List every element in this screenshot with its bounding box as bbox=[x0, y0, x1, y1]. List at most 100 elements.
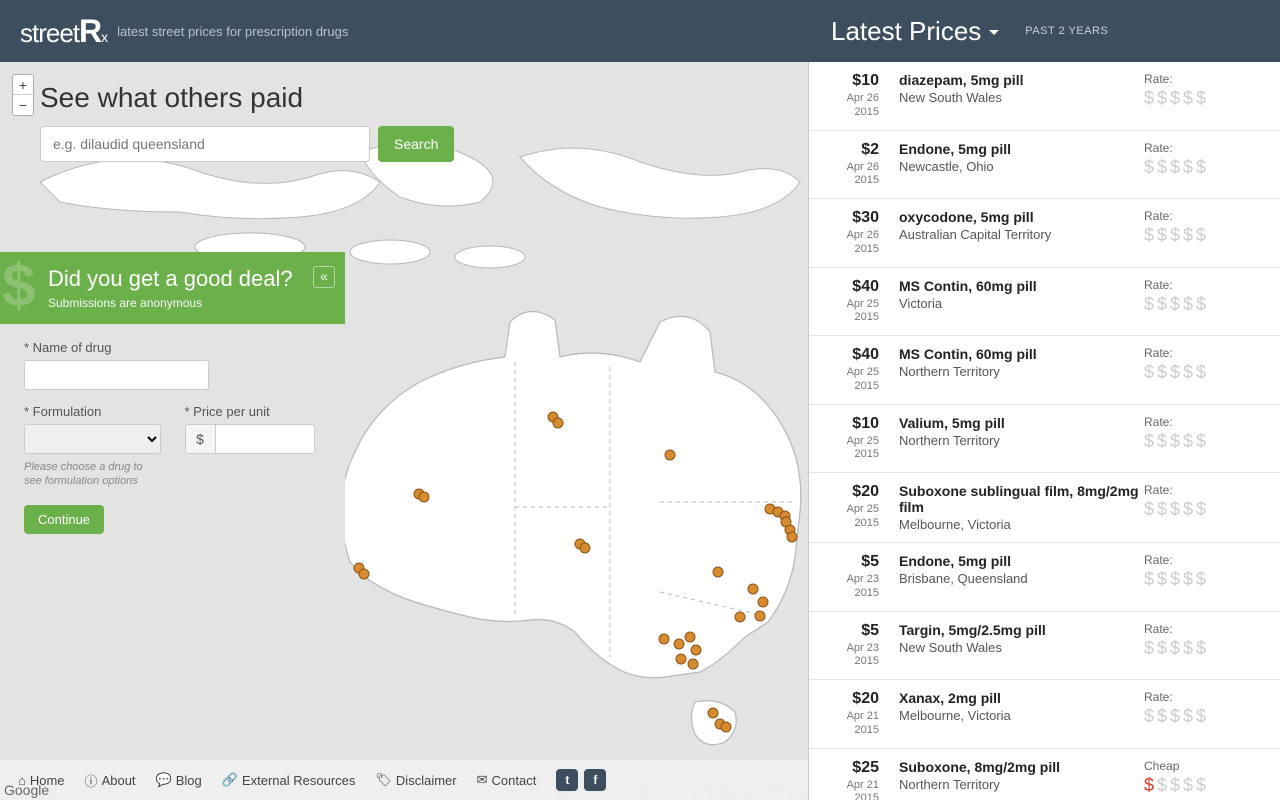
map-marker[interactable] bbox=[659, 634, 669, 644]
map-marker[interactable] bbox=[688, 659, 698, 669]
map-marker[interactable] bbox=[553, 418, 563, 428]
rate-label: Rate: bbox=[1144, 483, 1264, 497]
twitter-icon[interactable]: t bbox=[556, 769, 578, 791]
rate-dollars[interactable]: $$$$$ bbox=[1144, 706, 1264, 727]
logo[interactable]: streetRx bbox=[20, 13, 107, 50]
drug-name: Targin, 5mg/2.5mg pill bbox=[899, 622, 1144, 638]
nav-external[interactable]: 🔗External Resources bbox=[214, 772, 364, 788]
price-row[interactable]: $10Apr 262015diazepam, 5mg pillNew South… bbox=[809, 62, 1280, 131]
price-row[interactable]: $5Apr 232015Targin, 5mg/2.5mg pillNew So… bbox=[809, 612, 1280, 681]
price-row[interactable]: $20Apr 212015Xanax, 2mg pillMelbourne, V… bbox=[809, 680, 1280, 749]
label-drug: * Name of drug bbox=[24, 340, 321, 355]
price-row[interactable]: $2Apr 262015Endone, 5mg pillNewcastle, O… bbox=[809, 131, 1280, 200]
price-amount: $20 bbox=[809, 483, 879, 501]
formulation-select[interactable] bbox=[24, 424, 161, 454]
map-marker[interactable] bbox=[721, 722, 731, 732]
rate-label: Cheap bbox=[1144, 759, 1264, 773]
zoom-out-button[interactable]: − bbox=[13, 95, 33, 115]
map-marker[interactable] bbox=[580, 543, 590, 553]
price-date: Apr 232015 bbox=[809, 573, 879, 601]
map-marker[interactable] bbox=[787, 532, 797, 542]
location: New South Wales bbox=[899, 640, 1144, 655]
price-amount: $40 bbox=[809, 346, 879, 364]
collapse-button[interactable]: « bbox=[313, 266, 335, 288]
rate-dollars[interactable]: $$$$$ bbox=[1144, 431, 1264, 452]
location: Australian Capital Territory bbox=[899, 227, 1144, 242]
rate-dollars[interactable]: $$$$$ bbox=[1144, 362, 1264, 383]
map-marker[interactable] bbox=[674, 639, 684, 649]
side-title[interactable]: Latest Prices bbox=[831, 16, 999, 47]
map-marker[interactable] bbox=[676, 654, 686, 664]
rate-dollars[interactable]: $$$$$ bbox=[1144, 225, 1264, 246]
rate-label: Rate: bbox=[1144, 346, 1264, 360]
map-marker[interactable] bbox=[758, 597, 768, 607]
map-marker[interactable] bbox=[748, 584, 758, 594]
map-marker[interactable] bbox=[691, 645, 701, 655]
map-marker[interactable] bbox=[735, 612, 745, 622]
nav-about[interactable]: ⓘAbout bbox=[77, 771, 144, 790]
rate-dollars[interactable]: $$$$$ bbox=[1144, 775, 1264, 796]
price-row[interactable]: $20Apr 252015Suboxone sublingual film, 8… bbox=[809, 473, 1280, 543]
drug-name: MS Contin, 60mg pill bbox=[899, 278, 1144, 294]
price-row[interactable]: $40Apr 252015MS Contin, 60mg pillNorther… bbox=[809, 336, 1280, 405]
nav-blog[interactable]: 💬Blog bbox=[148, 772, 210, 788]
price-amount: $20 bbox=[809, 690, 879, 708]
nav-contact[interactable]: ✉Contact bbox=[469, 772, 545, 788]
map-marker[interactable] bbox=[713, 567, 723, 577]
price-date: Apr 262015 bbox=[809, 161, 879, 189]
price-date: Apr 252015 bbox=[809, 503, 879, 531]
side-pane: Latest Prices PAST 2 YEARS $10Apr 262015… bbox=[808, 62, 1280, 800]
drug-name: diazepam, 5mg pill bbox=[899, 72, 1144, 88]
map-marker[interactable] bbox=[708, 708, 718, 718]
price-date: Apr 212015 bbox=[809, 779, 879, 800]
map-marker[interactable] bbox=[755, 611, 765, 621]
price-row[interactable]: $10Apr 252015Valium, 5mg pillNorthern Te… bbox=[809, 405, 1280, 474]
rate-dollars[interactable]: $$$$$ bbox=[1144, 638, 1264, 659]
deal-heading: Did you get a good deal? bbox=[48, 266, 327, 292]
facebook-icon[interactable]: f bbox=[584, 769, 606, 791]
price-date: Apr 252015 bbox=[809, 366, 879, 394]
search-heading: See what others paid bbox=[40, 82, 454, 114]
rate-dollars[interactable]: $$$$$ bbox=[1144, 88, 1264, 109]
chat-icon: 💬 bbox=[156, 772, 172, 788]
rate-label: Rate: bbox=[1144, 622, 1264, 636]
price-amount: $10 bbox=[809, 72, 879, 90]
map-marker[interactable] bbox=[665, 450, 675, 460]
rate-dollars[interactable]: $$$$$ bbox=[1144, 569, 1264, 590]
map-marker[interactable] bbox=[419, 492, 429, 502]
price-date: Apr 262015 bbox=[809, 229, 879, 257]
drug-name: Endone, 5mg pill bbox=[899, 553, 1144, 569]
price-amount: $40 bbox=[809, 278, 879, 296]
deal-form: * Name of drug * Formulation Please choo… bbox=[0, 324, 345, 554]
zoom-in-button[interactable]: + bbox=[13, 75, 33, 95]
drug-name: Xanax, 2mg pill bbox=[899, 690, 1144, 706]
drug-name: Valium, 5mg pill bbox=[899, 415, 1144, 431]
map-pane[interactable]: + − See what others paid Search $ Did yo… bbox=[0, 62, 808, 800]
rate-dollars[interactable]: $$$$$ bbox=[1144, 294, 1264, 315]
zoom-control: + − bbox=[12, 74, 34, 116]
link-icon: 🔗 bbox=[222, 772, 238, 788]
price-input[interactable] bbox=[215, 424, 315, 454]
drug-input[interactable] bbox=[24, 360, 209, 390]
dollar-bg-icon: $ bbox=[2, 256, 35, 316]
deal-header: $ Did you get a good deal? Submissions a… bbox=[0, 252, 345, 324]
price-list[interactable]: $10 Apr 262015 diazepam, 5mg pill New South… bbox=[809, 62, 1280, 800]
map-marker[interactable] bbox=[359, 569, 369, 579]
rate-dollars[interactable]: $$$$$ bbox=[1144, 499, 1264, 520]
deal-sub: Submissions are anonymous bbox=[48, 296, 327, 310]
search-button[interactable]: Search bbox=[378, 126, 454, 162]
nav-disclaimer[interactable]: 🏷Disclaimer bbox=[367, 772, 464, 788]
search-input[interactable] bbox=[40, 126, 370, 162]
location: Victoria bbox=[899, 296, 1144, 311]
price-row[interactable]: $5Apr 232015Endone, 5mg pillBrisbane, Qu… bbox=[809, 543, 1280, 612]
continue-button[interactable]: Continue bbox=[24, 505, 104, 534]
rate-label: Rate: bbox=[1144, 141, 1264, 155]
price-row[interactable]: $40Apr 252015MS Contin, 60mg pillVictori… bbox=[809, 268, 1280, 337]
label-price: * Price per unit bbox=[185, 404, 322, 419]
side-period[interactable]: PAST 2 YEARS bbox=[1025, 25, 1108, 37]
price-row[interactable]: $25Apr 212015Suboxone, 8mg/2mg pillNorth… bbox=[809, 749, 1280, 800]
price-row[interactable]: $30Apr 262015oxycodone, 5mg pillAustrali… bbox=[809, 199, 1280, 268]
map-marker[interactable] bbox=[685, 632, 695, 642]
rate-dollars[interactable]: $$$$$ bbox=[1144, 157, 1264, 178]
price-date: Apr 212015 bbox=[809, 710, 879, 738]
